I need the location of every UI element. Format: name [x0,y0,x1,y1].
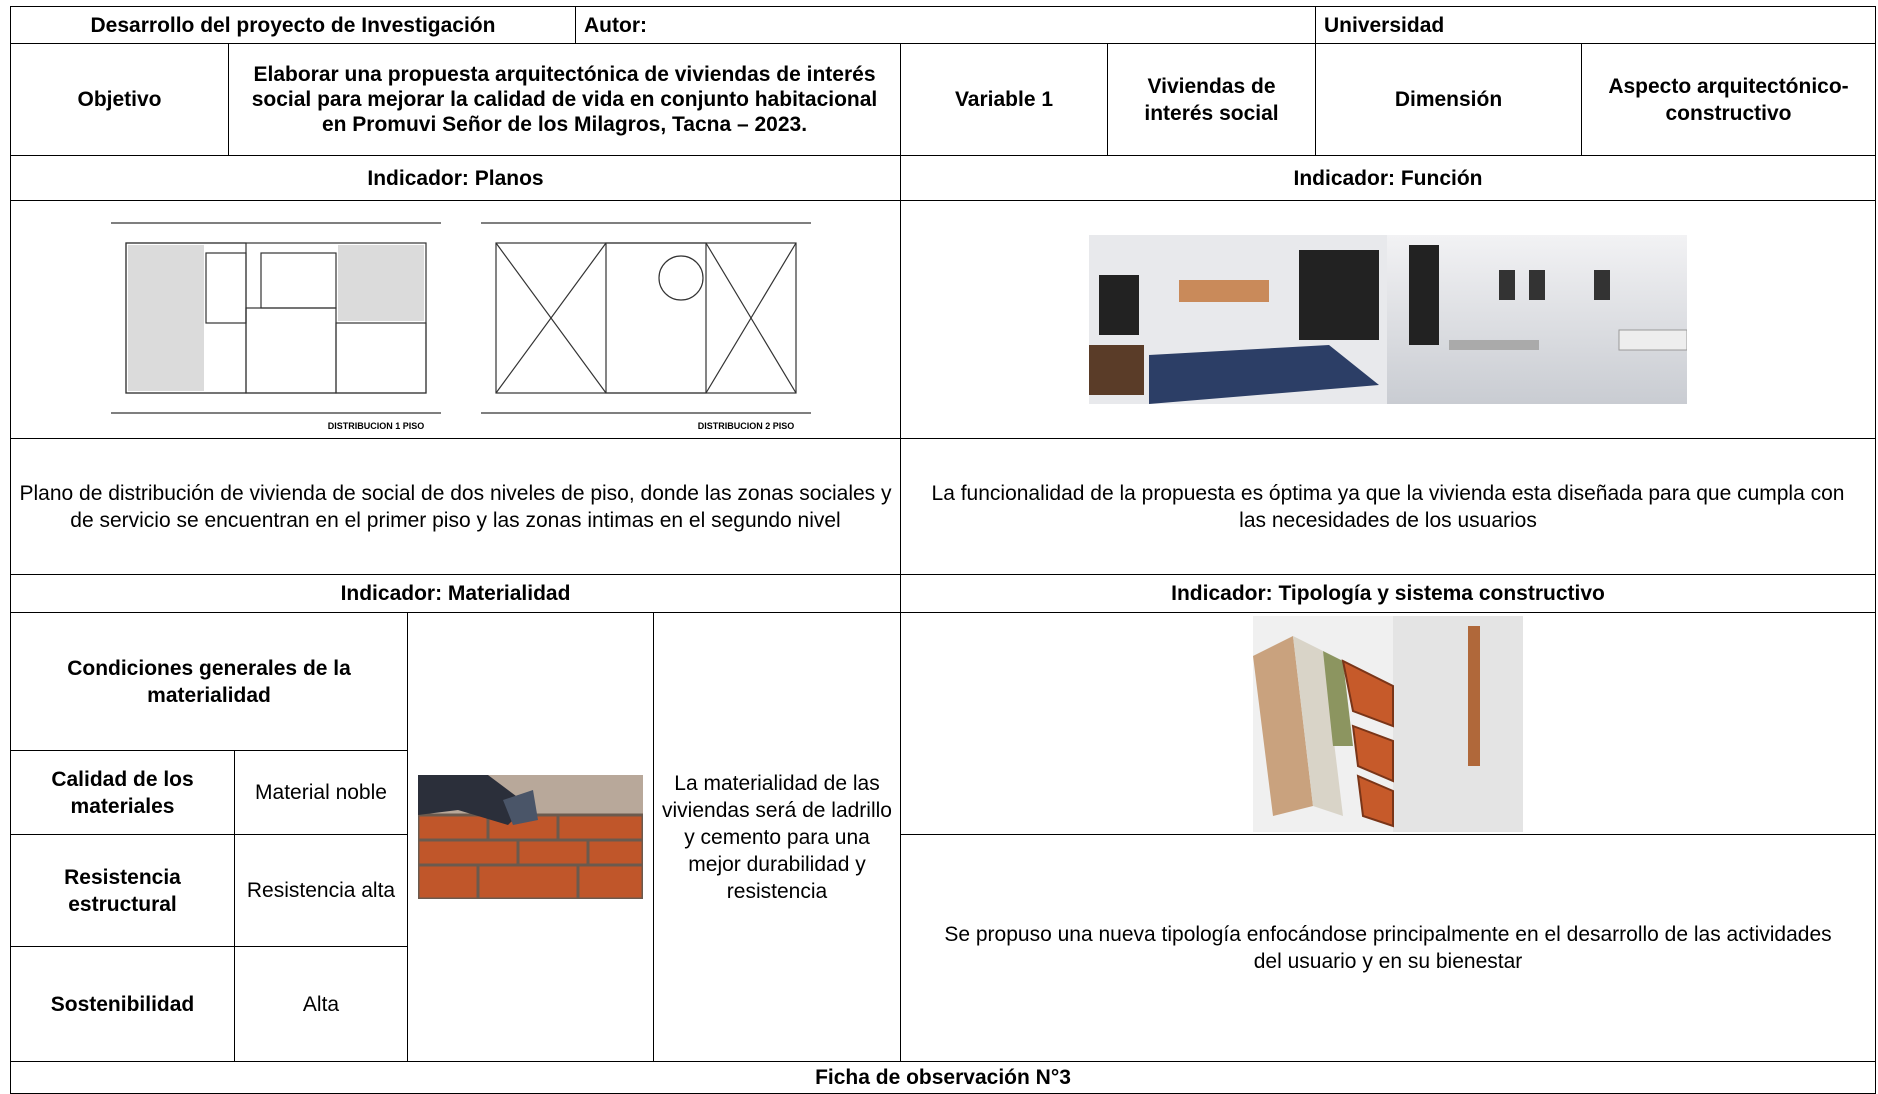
variable-value: Viviendas de interés social [1107,43,1316,156]
interior-photo [1089,235,1687,404]
variable-label: Variable 1 [900,43,1108,156]
image-cell [407,612,654,1062]
brick-photo [418,775,643,899]
objective-label: Objetivo [10,43,229,156]
plan-label: DISTRIBUCION 2 PISO [697,421,794,431]
university-label: Universidad [1315,6,1876,44]
header-title: Desarrollo del proyecto de Investigación [10,6,576,44]
indicator-title: Indicador: Materialidad [10,574,901,613]
description: Plano de distribución de vivienda de soc… [10,438,901,575]
objective-text: Elaborar una propuesta arquitectónica de… [228,43,901,156]
indicator-title: Indicador: Función [900,155,1876,201]
materiality-criterion: Calidad de los materiales [10,750,235,835]
materiality-value: Alta [234,946,408,1062]
description: La materialidad de las viviendas será de… [653,612,901,1062]
image-cell [900,200,1876,439]
materiality-criterion: Sostenibilidad [10,946,235,1062]
plan-label: DISTRIBUCION 1 PISO [327,421,424,431]
image-cell [900,612,1876,835]
description: La funcionalidad de la propuesta es ópti… [900,438,1876,575]
materiality-value: Resistencia alta [234,834,408,947]
dimension-value: Aspecto arquitectónico-constructivo [1581,43,1876,156]
image-cell: DISTRIBUCION 1 PISO DISTRIBUCION 2 PISO [10,200,901,439]
wall-detail [1253,615,1523,832]
description: Se propuso una nueva tipología enfocándo… [900,834,1876,1062]
materiality-value: Material noble [234,750,408,835]
floor-plans: DISTRIBUCION 1 PISO DISTRIBUCION 2 PISO [110,221,811,431]
indicator-title: Indicador: Tipología y sistema construct… [900,574,1876,613]
materiality-heading: Condiciones generales de la materialidad [10,612,408,751]
materiality-criterion: Resistencia estructural [10,834,235,947]
dimension-label: Dimensión [1315,43,1582,156]
author-label: Autor: [575,6,1316,44]
indicator-title: Indicador: Planos [10,155,901,201]
footer-title: Ficha de observación N°3 [10,1061,1876,1094]
